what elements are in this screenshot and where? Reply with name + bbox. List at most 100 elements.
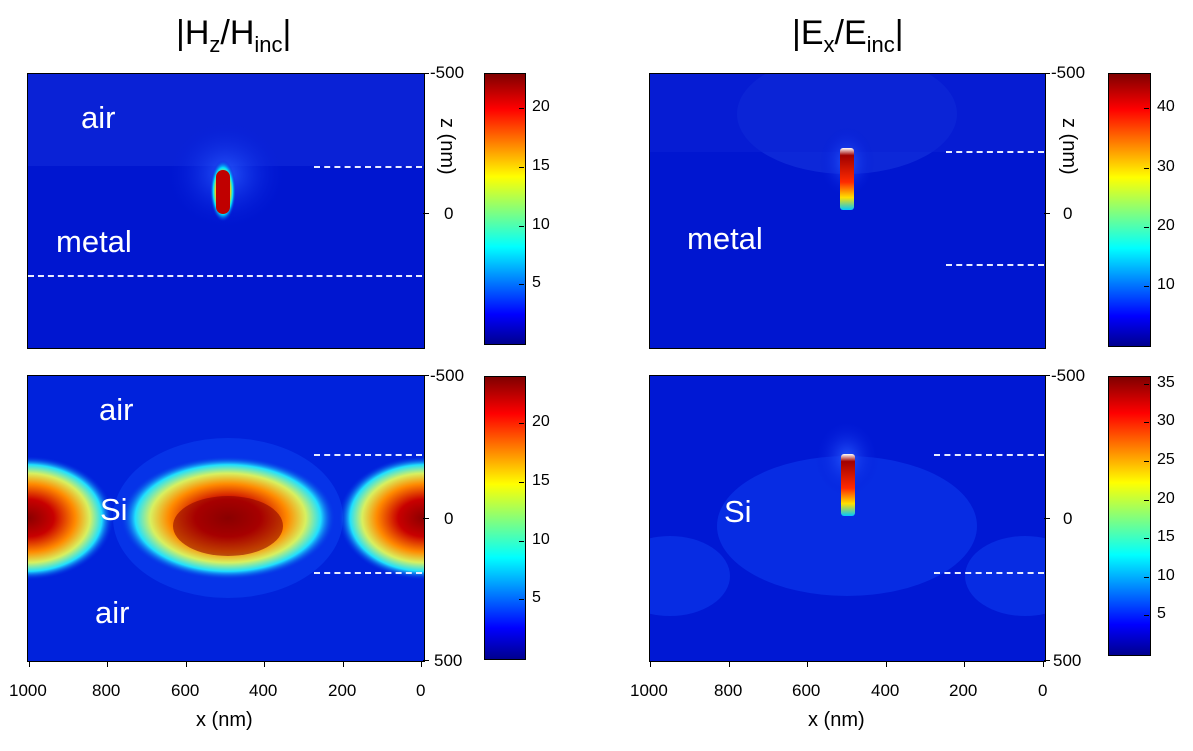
x-tick-label: 200 — [328, 681, 357, 700]
colorbar-tick-mark — [1144, 384, 1149, 385]
title-ex-close: | — [894, 14, 904, 52]
x-axis-label-right: x (nm) — [808, 709, 865, 731]
x-tick-label: 200 — [949, 681, 978, 700]
colorbar-tick-label: 5 — [532, 589, 541, 606]
colorbar-tick-mark — [1144, 615, 1149, 616]
x-tick-label: 800 — [92, 681, 121, 700]
colorbar-tick-label: 15 — [532, 472, 550, 489]
colorbar-tick-mark — [519, 541, 524, 542]
colorbar-tick-mark — [1144, 500, 1149, 501]
colorbar-ex-metal — [1108, 73, 1151, 347]
colorbar-tick-label: 20 — [1157, 217, 1175, 234]
colorbar-tick-label: 35 — [1157, 374, 1175, 391]
x-tick-label: 400 — [871, 681, 900, 700]
title-ex-sub2: inc — [866, 31, 895, 57]
colorbar-tick-label: 40 — [1157, 98, 1175, 115]
region-label-si: Si — [724, 494, 752, 529]
title-ex-mid: /E — [834, 14, 867, 52]
x-tick-label: 1000 — [630, 681, 668, 700]
z-tick-label: 0 — [1063, 509, 1073, 528]
title-ex-open: |E — [792, 14, 824, 52]
title-hz-close: | — [282, 14, 292, 52]
x-tick-label: 400 — [249, 681, 278, 700]
colorbar-tick-mark — [519, 482, 524, 483]
title-ex: |Ex/Einc| — [792, 14, 904, 58]
colorbar-tick-mark — [1144, 461, 1149, 462]
x-tick-label: 0 — [416, 681, 426, 700]
heatmap-ex-metal — [649, 73, 1046, 349]
x-tick-mark — [186, 661, 187, 667]
colorbar-tick-label: 30 — [1157, 412, 1175, 429]
heatmap-ex-si — [649, 375, 1046, 662]
title-hz-open: |H — [176, 14, 210, 52]
colorbar-tick-label: 20 — [532, 413, 550, 430]
title-ex-sub1: x — [823, 31, 835, 57]
colorbar-tick-mark — [1144, 227, 1149, 228]
colorbar-tick-label: 15 — [1157, 528, 1175, 545]
z-tick-label: 0 — [444, 204, 454, 223]
colorbar-tick-mark — [519, 599, 524, 600]
colorbar-tick-label: 20 — [532, 98, 550, 115]
x-tick-label: 800 — [714, 681, 743, 700]
x-tick-mark — [650, 661, 651, 667]
colorbar-tick-mark — [519, 167, 524, 168]
colorbar-tick-mark — [1144, 168, 1149, 169]
x-tick-label: 0 — [1038, 681, 1048, 700]
colorbar-tick-label: 30 — [1157, 158, 1175, 175]
colorbar-ex-si — [1108, 376, 1151, 656]
colorbar-tick-mark — [519, 423, 524, 424]
colorbar-tick-mark — [1144, 422, 1149, 423]
colorbar-tick-mark — [519, 108, 524, 109]
z-axis-label: z (nm) — [1058, 118, 1080, 175]
x-tick-mark — [964, 661, 965, 667]
colorbar-tick-label: 20 — [1157, 490, 1175, 507]
colorbar-tick-label: 10 — [1157, 276, 1175, 293]
region-label-air: air — [99, 392, 134, 427]
field-lobe-left — [28, 456, 114, 580]
colorbar-tick-label: 10 — [532, 216, 550, 233]
colorbar-hz-si — [484, 376, 526, 660]
region-label-air: air — [95, 595, 130, 630]
z-tick-label: 0 — [444, 509, 454, 528]
z-axis-label: z (nm) — [436, 118, 458, 175]
x-tick-mark — [729, 661, 730, 667]
colorbar-tick-label: 25 — [1157, 451, 1175, 468]
heatmap-hz-metal — [27, 73, 425, 349]
hotspot-ex-si — [841, 454, 855, 516]
colorbar-tick-mark — [519, 284, 524, 285]
x-tick-label: 600 — [171, 681, 200, 700]
region-label-air: air — [81, 100, 116, 135]
x-tick-mark — [343, 661, 344, 667]
z-tick-label: 500 — [1053, 651, 1082, 670]
z-tick-label: 0 — [1063, 204, 1073, 223]
x-tick-mark — [264, 661, 265, 667]
colorbar-tick-mark — [1144, 286, 1149, 287]
colorbar-tick-label: 5 — [532, 274, 541, 291]
x-axis-label-left: x (nm) — [196, 709, 253, 731]
z-tick-label: 500 — [434, 651, 463, 670]
colorbar-tick-label: 15 — [532, 157, 550, 174]
region-label-metal: metal — [687, 221, 763, 256]
hotspot-ex-metal — [840, 148, 854, 210]
title-hz-sub1: z — [209, 31, 221, 57]
x-tick-label: 600 — [792, 681, 821, 700]
title-hz-mid: /H — [220, 14, 255, 52]
x-tick-mark — [421, 661, 422, 667]
field-lobe-right — [338, 456, 424, 580]
z-tick-label: -500 — [430, 366, 465, 385]
x-tick-mark — [107, 661, 108, 667]
x-tick-mark — [886, 661, 887, 667]
x-tick-mark — [807, 661, 808, 667]
heatmap-hz-si — [27, 375, 425, 662]
title-hz: |Hz/Hinc| — [176, 14, 291, 58]
colorbar-tick-mark — [1144, 108, 1149, 109]
colorbar-hz-metal — [484, 73, 526, 345]
region-label-metal: metal — [56, 224, 132, 259]
x-tick-label: 1000 — [9, 681, 47, 700]
region-label-si: Si — [100, 492, 128, 527]
colorbar-tick-mark — [519, 226, 524, 227]
z-tick-label: -500 — [1051, 366, 1086, 385]
z-tick-label: -500 — [430, 63, 465, 82]
title-hz-sub2: inc — [254, 31, 283, 57]
colorbar-tick-label: 5 — [1157, 605, 1166, 622]
